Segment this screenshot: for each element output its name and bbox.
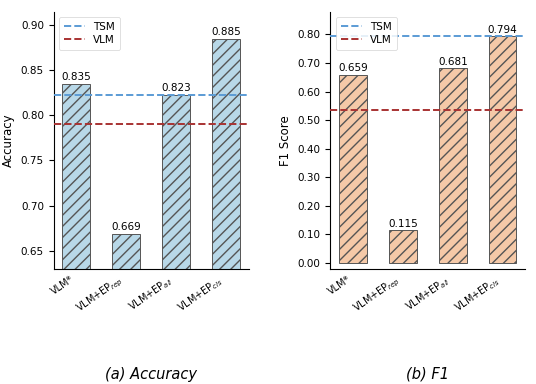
TSM (123, 92, 129, 97)
Legend: TSM, VLM: TSM, VLM (59, 17, 120, 50)
Text: 0.823: 0.823 (161, 83, 191, 93)
Text: 0.681: 0.681 (438, 57, 467, 67)
Text: 0.885: 0.885 (211, 27, 241, 37)
TSM (400, 34, 406, 38)
Y-axis label: Accuracy: Accuracy (2, 113, 15, 167)
Text: 0.659: 0.659 (338, 63, 368, 73)
VLM (400, 108, 406, 113)
Bar (113, 233, 140, 384)
Bar (339, 75, 367, 263)
Text: 0.115: 0.115 (388, 218, 418, 228)
Bar (63, 84, 90, 384)
Bar (212, 39, 240, 384)
Bar (489, 36, 516, 263)
VLM (123, 122, 129, 127)
Bar (389, 230, 416, 263)
Text: 0.794: 0.794 (488, 25, 518, 35)
VLM (350, 108, 356, 113)
Text: (a) Accuracy: (a) Accuracy (105, 367, 197, 382)
Text: (b) F1: (b) F1 (406, 367, 449, 382)
Bar (162, 94, 190, 384)
VLM (73, 122, 79, 127)
TSM (73, 92, 79, 97)
Text: 0.669: 0.669 (111, 222, 141, 232)
Bar (439, 68, 466, 263)
Legend: TSM, VLM: TSM, VLM (336, 17, 397, 50)
Text: 0.835: 0.835 (61, 72, 91, 82)
Y-axis label: F1 Score: F1 Score (279, 115, 292, 166)
TSM (350, 34, 356, 38)
